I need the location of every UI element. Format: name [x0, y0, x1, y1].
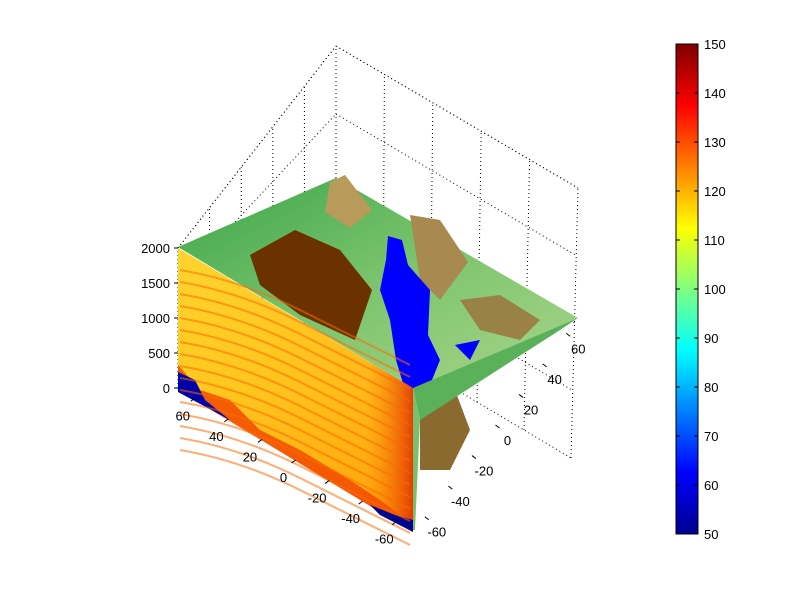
y-axis: 60 40 20 0 -20 -40 -60	[424, 332, 585, 540]
x-tick-label: -20	[308, 491, 327, 506]
x-tick-mark	[257, 439, 263, 443]
y-tick-label: 60	[571, 341, 585, 356]
z-tick-label: 0	[163, 381, 170, 396]
y-tick-label: 0	[504, 433, 511, 448]
x-tick-label: -60	[375, 532, 394, 547]
colorbar-ticks: 150 140 130 120 110 100 90 80 70 60 50	[676, 37, 726, 542]
colorbar-tick-label: 130	[704, 135, 726, 150]
y-tick-label: 20	[524, 402, 538, 417]
colorbar-tick-label: 100	[704, 282, 726, 297]
x-tick-mark	[190, 397, 196, 402]
colorbar-tick-label: 60	[704, 478, 718, 493]
x-axis: 60 40 20 0 -20 -40 -60	[176, 397, 397, 547]
colorbar: 150 140 130 120 110 100 90 80 70 60 50	[675, 37, 726, 542]
x-tick-label: 20	[243, 449, 257, 464]
y-tick-mark	[471, 455, 477, 459]
x-tick-mark	[224, 418, 229, 423]
y-tick-mark	[424, 516, 430, 521]
y-tick-label: -60	[427, 525, 446, 540]
x-tick-label: 0	[280, 470, 287, 485]
y-tick-mark	[495, 424, 500, 429]
x-tick-mark	[391, 521, 397, 526]
colorbar-tick-label: 90	[704, 331, 718, 346]
colorbar-tick-label: 140	[704, 86, 726, 101]
colorbar-tick-label: 120	[704, 184, 726, 199]
z-tick-label: 1000	[141, 311, 170, 326]
colorbar-tick-label: 80	[704, 380, 718, 395]
z-tick-label: 500	[148, 346, 170, 361]
z-tick-label: 1500	[141, 276, 170, 291]
y-tick-label: -20	[475, 464, 494, 479]
x-tick-label: 40	[209, 429, 223, 444]
z-axis: 0 500 1000 1500 2000	[141, 241, 178, 396]
colorbar-tick-label: 150	[704, 37, 726, 52]
x-tick-label: -40	[341, 511, 360, 526]
z-tick-label: 2000	[141, 241, 170, 256]
x-tick-mark	[291, 459, 296, 464]
colorbar-tick-label: 70	[704, 429, 718, 444]
y-tick-mark	[565, 332, 571, 337]
y-tick-label: 40	[547, 372, 561, 387]
y-tick-label: -40	[451, 494, 470, 509]
terrain-surface	[178, 175, 578, 530]
y-tick-mark	[518, 394, 524, 398]
x-tick-label: 60	[176, 408, 190, 423]
colorbar-tick-label: 50	[704, 527, 718, 542]
colorbar-tick-label: 110	[704, 233, 725, 248]
y-tick-mark	[448, 485, 453, 490]
vertical-slice	[178, 248, 413, 546]
x-tick-mark	[324, 480, 330, 484]
x-tick-mark	[358, 500, 363, 505]
y-tick-mark	[542, 363, 547, 368]
